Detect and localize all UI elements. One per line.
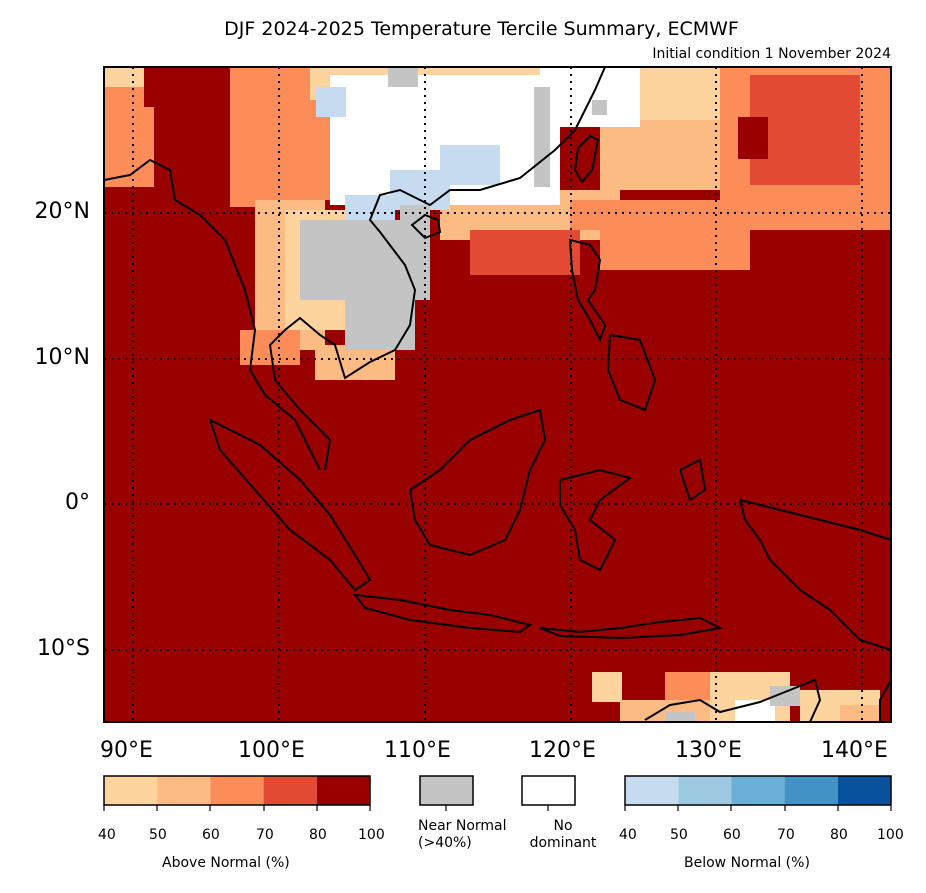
- patch-above-50-60: [840, 705, 880, 722]
- lon-label-130e: 130°E: [675, 738, 742, 763]
- patch-no-dominant: [540, 67, 640, 127]
- patch-near-normal: [360, 250, 410, 290]
- gridlines: [104, 67, 891, 722]
- coastline-mainland: [104, 158, 321, 471]
- map-area: [104, 67, 891, 722]
- above-bin-60-70: [210, 776, 264, 805]
- patch-near-normal: [345, 290, 415, 350]
- above-tick-80: 80: [309, 827, 327, 843]
- below-bin-80-100: [837, 776, 891, 805]
- coastline-timor-australia: [644, 678, 822, 722]
- above-bin-80-100: [316, 776, 370, 805]
- below-bin-50-60: [678, 776, 732, 805]
- lon-label-110e: 110°E: [384, 738, 451, 763]
- no-dominant-label-line1: No: [553, 818, 573, 834]
- map-title: DJF 2024-2025 Temperature Tercile Summar…: [224, 18, 739, 40]
- below-normal-title: Below Normal (%): [684, 855, 810, 871]
- patch-above-60-70: [665, 672, 710, 702]
- lat-label-10n: 10°N: [34, 345, 90, 370]
- patch-above-60-70: [104, 107, 154, 187]
- patch-near-normal: [665, 712, 695, 722]
- above-tick-50: 50: [149, 827, 167, 843]
- patch-near-normal: [400, 205, 430, 245]
- above-bin-70-80: [263, 776, 317, 805]
- coastline-sumatra: [208, 418, 372, 592]
- coastline-halmahera: [678, 458, 707, 502]
- coastline-indochina: [268, 67, 606, 471]
- below-tick-80: 80: [830, 827, 848, 843]
- above-tick-100: 100: [358, 827, 385, 843]
- near-normal-label-line1: Near Normal: [418, 818, 507, 834]
- below-bin-70-80: [784, 776, 838, 805]
- below-tick-50: 50: [670, 827, 688, 843]
- coastline-luzon: [568, 238, 607, 343]
- above-normal-title: Above Normal (%): [162, 855, 290, 871]
- legend-below-normal: [624, 775, 892, 806]
- patch-above-80-100: [738, 117, 768, 159]
- near-normal-label: Near Normal (>40%): [418, 818, 507, 852]
- lat-label-0: 0°: [65, 490, 90, 515]
- legend-no-dominant-swatch: [521, 775, 576, 806]
- patch-near-normal: [534, 87, 550, 187]
- below-bin-60-70: [731, 776, 785, 805]
- patch-near-normal: [592, 100, 607, 115]
- patch-above-60-70: [620, 205, 730, 245]
- patch-near-normal: [770, 686, 800, 706]
- coastline-nusa-tenggara: [539, 616, 724, 640]
- patch-above-40-50: [592, 672, 622, 702]
- legend-above-normal: [103, 775, 371, 806]
- above-bin-50-60: [157, 776, 211, 805]
- below-tick-100: 100: [877, 827, 904, 843]
- patch-below-40-50: [316, 87, 346, 117]
- coastline-new-guinea: [738, 498, 891, 652]
- legend-near-normal-swatch: [419, 775, 474, 806]
- coastline-philippines-south: [606, 333, 657, 412]
- lon-label-120e: 120°E: [529, 738, 596, 763]
- below-tick-70: 70: [777, 827, 795, 843]
- patch-below-40-50: [440, 145, 500, 185]
- lat-label-20n: 20°N: [34, 199, 90, 224]
- below-tick-40: 40: [619, 827, 637, 843]
- patch-above-40-50: [104, 67, 144, 87]
- coastline-australia-east: [879, 679, 891, 722]
- no-dominant-label: No dominant: [518, 818, 608, 852]
- coastline-borneo: [408, 408, 547, 557]
- coastline-taiwan: [573, 134, 600, 184]
- patch-above-70-80: [750, 75, 860, 185]
- below-tick-60: 60: [723, 827, 741, 843]
- coastline-hainan: [410, 213, 442, 240]
- below-bin-40-50: [625, 776, 679, 805]
- forecast-patches: [104, 67, 891, 722]
- above-tick-40: 40: [98, 827, 116, 843]
- coastline-sulawesi: [559, 468, 633, 572]
- map-subtitle: Initial condition 1 November 2024: [652, 46, 891, 62]
- lon-label-100e: 100°E: [238, 738, 305, 763]
- patch-above-50-60: [315, 345, 395, 380]
- patch-below-40-50: [345, 195, 395, 220]
- no-dominant-label-line2: dominant: [529, 835, 597, 851]
- above-bin-40-50: [104, 776, 158, 805]
- above-tick-70: 70: [256, 827, 274, 843]
- lon-label-140e: 140°E: [821, 738, 888, 763]
- coastline-java: [352, 593, 533, 634]
- legend-tick-marks: [103, 805, 892, 811]
- near-normal-label-line2: (>40%): [418, 835, 472, 851]
- patch-above-70-80: [470, 230, 580, 275]
- above-tick-60: 60: [202, 827, 220, 843]
- coastlines: [104, 67, 891, 722]
- lon-label-90e: 90°E: [100, 738, 153, 763]
- map-frame: [103, 66, 892, 723]
- patch-near-normal: [388, 67, 418, 87]
- lat-label-10s: 10°S: [37, 636, 90, 661]
- patch-above-60-70: [230, 67, 310, 207]
